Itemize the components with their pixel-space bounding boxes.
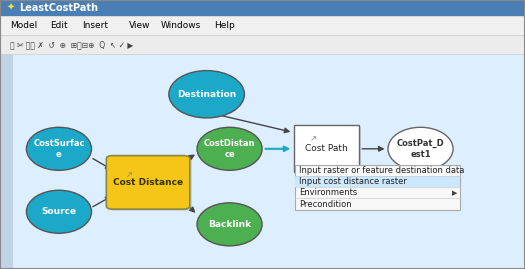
Text: ↗: ↗ [310,134,317,143]
FancyBboxPatch shape [296,127,361,174]
FancyBboxPatch shape [295,176,460,187]
Text: LeastCostPath: LeastCostPath [19,3,98,13]
Text: Cost Path: Cost Path [305,144,348,153]
Text: Destination: Destination [177,90,236,99]
FancyBboxPatch shape [0,54,13,269]
Text: Environments: Environments [299,188,357,197]
FancyBboxPatch shape [293,125,359,172]
Text: Source: Source [41,207,77,216]
Ellipse shape [388,127,453,170]
Ellipse shape [26,127,91,170]
FancyBboxPatch shape [0,16,525,35]
Ellipse shape [169,70,245,118]
Text: Input raster or feature destination data: Input raster or feature destination data [299,166,464,175]
Text: Model: Model [10,21,38,30]
Text: ▶: ▶ [453,190,458,196]
Text: Help: Help [214,21,235,30]
FancyBboxPatch shape [295,165,460,210]
FancyBboxPatch shape [109,157,192,211]
Text: Windows: Windows [161,21,202,30]
FancyBboxPatch shape [0,35,525,54]
Ellipse shape [197,203,262,246]
FancyBboxPatch shape [0,54,525,269]
FancyBboxPatch shape [107,155,190,209]
Text: CostSurfac
e: CostSurfac e [33,139,85,158]
Text: ↗: ↗ [125,171,133,179]
Text: ⬛ ✄ ⬛⬛ ✗  ↺  ⊕  ⊞⬛⊟⊕  Q  ↖ ✓ ▶: ⬛ ✄ ⬛⬛ ✗ ↺ ⊕ ⊞⬛⊟⊕ Q ↖ ✓ ▶ [10,40,134,49]
Text: Edit: Edit [50,21,68,30]
Text: Backlink: Backlink [208,220,251,229]
Text: Input cost distance raster: Input cost distance raster [299,177,407,186]
Ellipse shape [197,127,262,170]
Text: Precondition: Precondition [299,200,352,208]
Text: Insert: Insert [82,21,109,30]
Text: View: View [129,21,150,30]
Text: CostPat_D
est1: CostPat_D est1 [397,139,444,159]
Text: Cost Distance: Cost Distance [113,178,183,187]
Text: ✦: ✦ [7,3,15,13]
FancyBboxPatch shape [0,0,525,16]
Text: CostDistan
ce: CostDistan ce [204,139,255,158]
Ellipse shape [26,190,91,233]
